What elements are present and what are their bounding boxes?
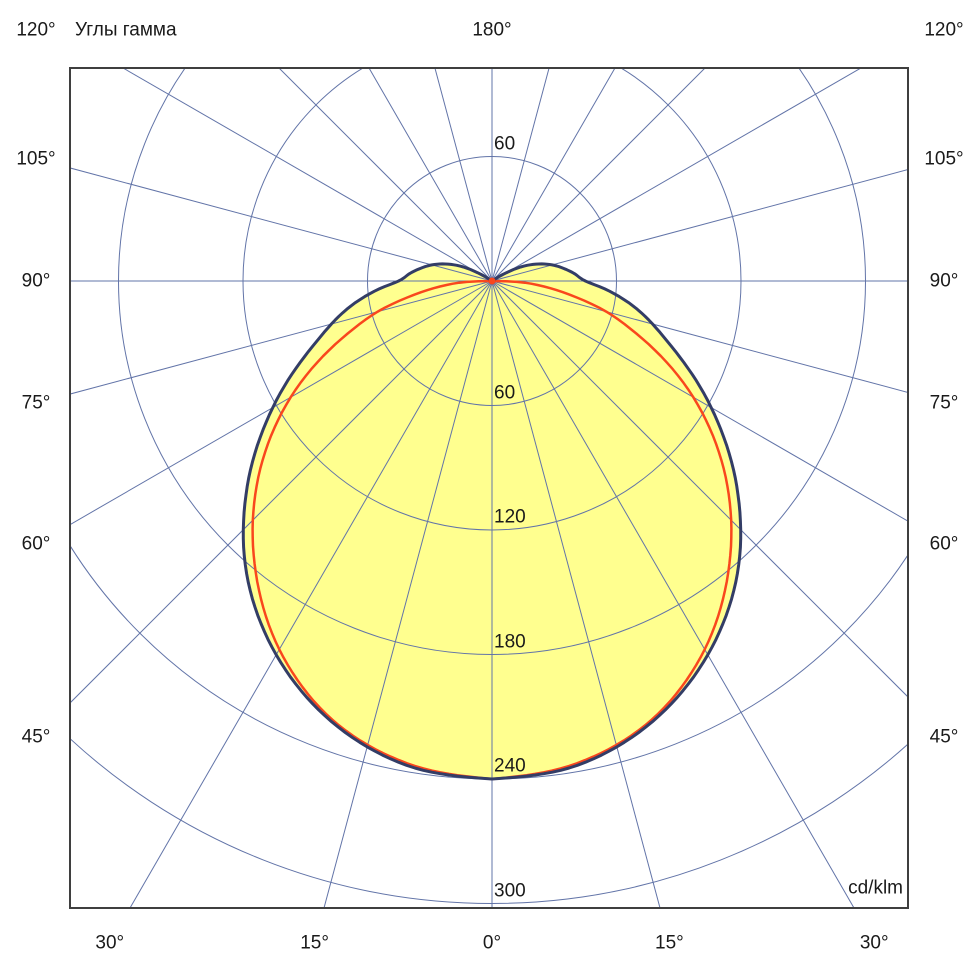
gamma-tick-label: 45° bbox=[21, 726, 51, 748]
intensity-curve-blue bbox=[241, 262, 743, 781]
polar-grid-line bbox=[129, 280, 493, 908]
polar-grid-line bbox=[491, 280, 908, 522]
gamma-tick-label: 60° bbox=[21, 533, 51, 555]
gamma-tick-label: 120° bbox=[924, 19, 964, 41]
radial-tick-label: 240 bbox=[494, 755, 526, 777]
gamma-tick-label: 105° bbox=[16, 148, 56, 170]
gamma-tick-label: 45° bbox=[929, 726, 959, 748]
polar-grid-line bbox=[323, 280, 493, 908]
polar-grid-line bbox=[491, 169, 908, 282]
gamma-tick-label: 0° bbox=[482, 932, 502, 954]
gamma-tick-label: 30° bbox=[859, 932, 889, 954]
gamma-tick-label: 90° bbox=[929, 270, 959, 292]
radial-tick-label: 60 bbox=[494, 133, 516, 154]
radial-tick-label: 60 bbox=[494, 382, 516, 403]
polar-grid-line bbox=[491, 68, 550, 282]
gamma-tick-label: 30° bbox=[95, 932, 125, 954]
polar-grid-line bbox=[491, 280, 855, 908]
gamma-tick-label: 15° bbox=[655, 932, 684, 954]
polar-grid-line bbox=[368, 68, 493, 282]
polar-grid-line bbox=[70, 280, 493, 704]
polar-grid-line bbox=[278, 68, 493, 282]
polar-grid-line bbox=[70, 167, 493, 282]
radial-tick-label: 300 bbox=[494, 880, 526, 901]
polar-grid-line bbox=[491, 68, 616, 282]
polar-grid-line bbox=[434, 68, 493, 282]
gamma-tick-label: 75° bbox=[929, 392, 959, 414]
center-knot bbox=[488, 277, 496, 285]
polar-grid-line bbox=[122, 68, 493, 282]
polar-grid-line bbox=[70, 280, 493, 395]
radial-tick-label: 180 bbox=[494, 631, 526, 652]
gamma-tick-label: 120° bbox=[16, 19, 56, 41]
gamma-tick-label: 105° bbox=[924, 148, 964, 170]
polar-grid-line bbox=[491, 280, 908, 698]
chart-title: Углы гамма bbox=[75, 19, 177, 41]
radial-tick-label: 120 bbox=[494, 506, 526, 528]
polar-grid-line bbox=[491, 280, 908, 393]
polar-grid-line bbox=[491, 280, 661, 908]
polar-grid-line bbox=[70, 280, 493, 526]
gamma-tick-label: 180° bbox=[472, 19, 512, 41]
unit-label: cd/klm bbox=[848, 877, 903, 899]
polar-grid-line bbox=[491, 68, 862, 282]
gamma-tick-label: 15° bbox=[300, 932, 329, 954]
gamma-tick-label: 60° bbox=[929, 533, 959, 555]
gamma-tick-label: 90° bbox=[21, 270, 51, 292]
plot-frame bbox=[69, 67, 909, 909]
gamma-tick-label: 75° bbox=[21, 392, 51, 414]
polar-grid-line bbox=[491, 68, 706, 282]
